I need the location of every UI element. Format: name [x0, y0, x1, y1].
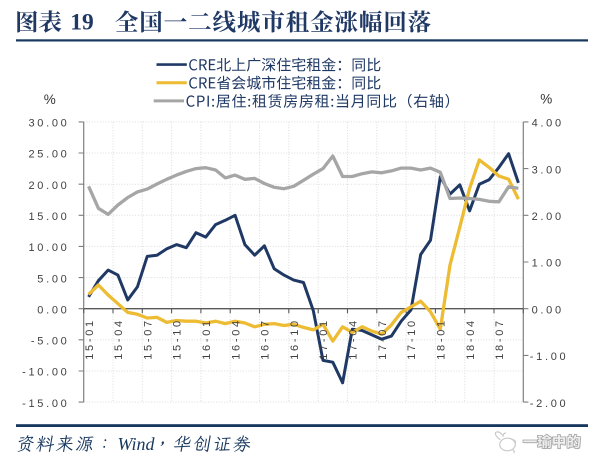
svg-text:15.00: 15.00 [28, 211, 69, 223]
svg-text:17-04: 17-04 [348, 318, 360, 360]
svg-text:16-10: 16-10 [289, 318, 301, 360]
svg-text:18-01: 18-01 [436, 318, 448, 360]
svg-text:%: % [540, 92, 552, 107]
svg-text:18-04: 18-04 [465, 318, 477, 360]
svg-text:20.00: 20.00 [28, 180, 69, 192]
svg-text:17-10: 17-10 [406, 318, 418, 360]
svg-text:-15.00: -15.00 [22, 398, 69, 410]
svg-text:19: 19 [70, 9, 94, 35]
svg-text:3.00: 3.00 [532, 164, 564, 176]
svg-text:-10.00: -10.00 [22, 367, 69, 379]
svg-text:15-04: 15-04 [113, 318, 125, 360]
svg-text:15-10: 15-10 [172, 318, 184, 360]
svg-text:4.00: 4.00 [532, 118, 564, 130]
svg-text:-1.00: -1.00 [530, 351, 569, 363]
svg-text:15-01: 15-01 [84, 318, 96, 360]
svg-text:16-01: 16-01 [201, 318, 213, 360]
svg-text:1.00: 1.00 [532, 258, 564, 270]
svg-text:30.00: 30.00 [28, 118, 69, 130]
svg-text:%: % [44, 92, 56, 107]
svg-text:15-07: 15-07 [142, 318, 154, 360]
svg-text:17-01: 17-01 [318, 318, 330, 360]
svg-text:0.00: 0.00 [37, 304, 69, 316]
svg-text:0.00: 0.00 [532, 304, 564, 316]
svg-text:16-04: 16-04 [230, 318, 242, 360]
svg-text:-2.00: -2.00 [530, 398, 569, 410]
svg-text:10.00: 10.00 [28, 242, 69, 254]
svg-text:25.00: 25.00 [28, 149, 69, 161]
svg-text:18-07: 18-07 [494, 318, 506, 360]
svg-text:5.00: 5.00 [37, 273, 69, 285]
svg-text:2.00: 2.00 [532, 211, 564, 223]
svg-text:17-07: 17-07 [377, 318, 389, 360]
svg-text:-5.00: -5.00 [31, 336, 70, 348]
svg-text:Wind: Wind [118, 434, 156, 454]
svg-text:16-07: 16-07 [260, 318, 272, 360]
